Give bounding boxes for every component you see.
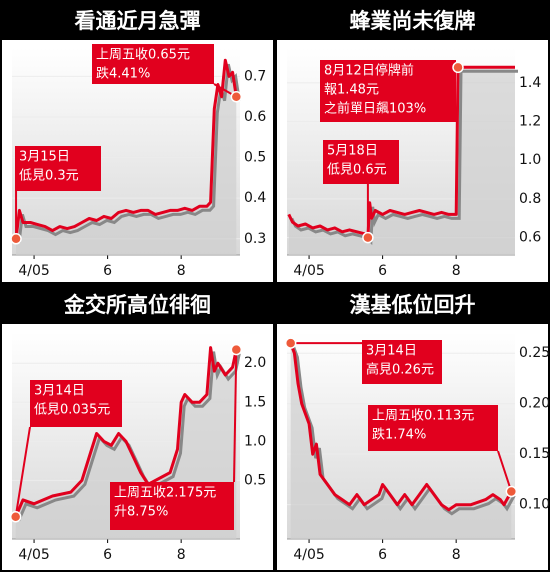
chart-title: 漢基低位回升 bbox=[350, 293, 476, 317]
x-tick-label: 8 bbox=[452, 263, 461, 279]
annotation-box bbox=[110, 482, 234, 530]
x-tick-label: 8 bbox=[177, 547, 186, 563]
annotation-text: 之前單日飆103% bbox=[324, 101, 426, 117]
point-marker bbox=[10, 233, 22, 245]
line bbox=[14, 58, 238, 239]
x-tick-label: 6 bbox=[103, 547, 112, 563]
y-tick-label: 0.10 bbox=[519, 497, 550, 513]
title-bar bbox=[277, 2, 548, 40]
chart-title: 看通近月急彈 bbox=[75, 9, 201, 33]
annotation-text: 升8.75% bbox=[114, 505, 168, 520]
title-bar bbox=[2, 286, 273, 324]
annotation-leader bbox=[14, 426, 31, 517]
x-tick-label: 8 bbox=[452, 547, 461, 563]
x-tick-label: 6 bbox=[378, 263, 387, 279]
annotation-text: 3月14日 bbox=[34, 384, 85, 399]
point-marker bbox=[505, 485, 518, 498]
y-tick-label: 1.4 bbox=[519, 75, 541, 91]
annotation-text: 跌4.41% bbox=[96, 66, 150, 82]
point-marker bbox=[9, 510, 22, 523]
chart-title: 金交所高位徘徊 bbox=[63, 293, 211, 317]
annotation-text: 上周五收2.175元 bbox=[114, 486, 216, 501]
title-bar bbox=[277, 286, 548, 324]
annotation-text: 3月14日 bbox=[366, 344, 417, 359]
annotation-text: 低見0.035元 bbox=[34, 403, 110, 418]
annotation-box bbox=[362, 340, 442, 384]
y-tick-label: 2.0 bbox=[244, 355, 266, 371]
y-tick-label: 0.5 bbox=[244, 150, 266, 166]
y-tick-label: 0.7 bbox=[244, 68, 266, 84]
point-marker bbox=[452, 61, 464, 74]
y-tick-label: 1.2 bbox=[519, 114, 541, 130]
line bbox=[287, 65, 515, 240]
annotation-text: 3月15日 bbox=[19, 150, 70, 165]
y-tick-label: 1.5 bbox=[244, 394, 266, 410]
point-marker bbox=[362, 231, 374, 244]
annotation-text: 低見0.3元 bbox=[19, 169, 79, 184]
annotation-leader bbox=[233, 349, 238, 483]
panel: 蜂業尚未復牌 0.6 0.8 1.0 1.2 1.4 4/05 6 8 8月12日停牌前報1.48… bbox=[277, 2, 548, 282]
x-tick-label: 4/05 bbox=[18, 547, 49, 563]
line-shadow bbox=[17, 63, 241, 243]
y-tick-label: 1.0 bbox=[244, 433, 266, 449]
panel: 看通近月急彈 0.3 0.4 0.5 0.6 0.7 4/05 6 8 上周五收0.65元跌4.4… bbox=[2, 2, 273, 282]
y-tick-label: 0.8 bbox=[519, 191, 541, 207]
annotation-text: 5月18日 bbox=[327, 144, 378, 159]
annotation-text: 8月12日停牌前 bbox=[324, 63, 414, 79]
annotation-text: 跌1.74% bbox=[372, 427, 426, 443]
annotation-text: 報1.48元 bbox=[324, 83, 379, 98]
x-tick-label: 4/05 bbox=[293, 547, 324, 563]
x-tick-label: 4/05 bbox=[18, 263, 49, 279]
x-tick-label: 4/05 bbox=[293, 263, 324, 279]
panel: 金交所高位徘徊 0.5 1.0 1.5 2.0 4/05 6 8 3月14日低見0.035元上周… bbox=[2, 286, 273, 570]
point-marker bbox=[230, 90, 243, 103]
y-tick-label: 0.20 bbox=[519, 396, 550, 412]
x-tick-label: 8 bbox=[177, 263, 186, 279]
annotation-box bbox=[92, 44, 214, 84]
y-tick-label: 0.15 bbox=[519, 446, 550, 462]
annotation-box bbox=[323, 140, 399, 184]
y-tick-label: 0.6 bbox=[244, 109, 266, 125]
x-tick-label: 6 bbox=[378, 547, 387, 563]
annotation-text: 上周五收0.113元 bbox=[372, 409, 474, 424]
y-tick-label: 0.4 bbox=[244, 190, 266, 206]
annotation-text: 高見0.26元 bbox=[366, 362, 434, 378]
annotation-text: 上周五收0.65元 bbox=[96, 48, 190, 63]
point-marker bbox=[230, 343, 243, 356]
y-tick-label: 1.0 bbox=[519, 152, 541, 168]
annotation-box bbox=[15, 146, 101, 191]
line-shadow bbox=[290, 69, 518, 246]
x-tick-label: 6 bbox=[103, 263, 112, 279]
y-tick-label: 0.3 bbox=[244, 231, 266, 247]
y-tick-label: 0.6 bbox=[519, 230, 541, 246]
y-tick-label: 0.5 bbox=[244, 472, 266, 488]
line bbox=[289, 342, 513, 512]
annotation-box bbox=[368, 405, 498, 451]
y-tick-label: 0.25 bbox=[519, 345, 550, 361]
panel: 漢基低位回升 0.10 0.15 0.20 0.25 4/05 6 8 3月14日高見0.26元… bbox=[277, 286, 550, 570]
annotation-text: 低見0.6元 bbox=[327, 163, 387, 178]
title-bar bbox=[2, 2, 273, 40]
annotation-box bbox=[30, 380, 122, 427]
chart-title: 蜂業尚未復牌 bbox=[350, 9, 476, 33]
annotation-leader bbox=[497, 450, 513, 492]
annotation-box bbox=[320, 60, 456, 122]
point-marker bbox=[284, 337, 297, 349]
